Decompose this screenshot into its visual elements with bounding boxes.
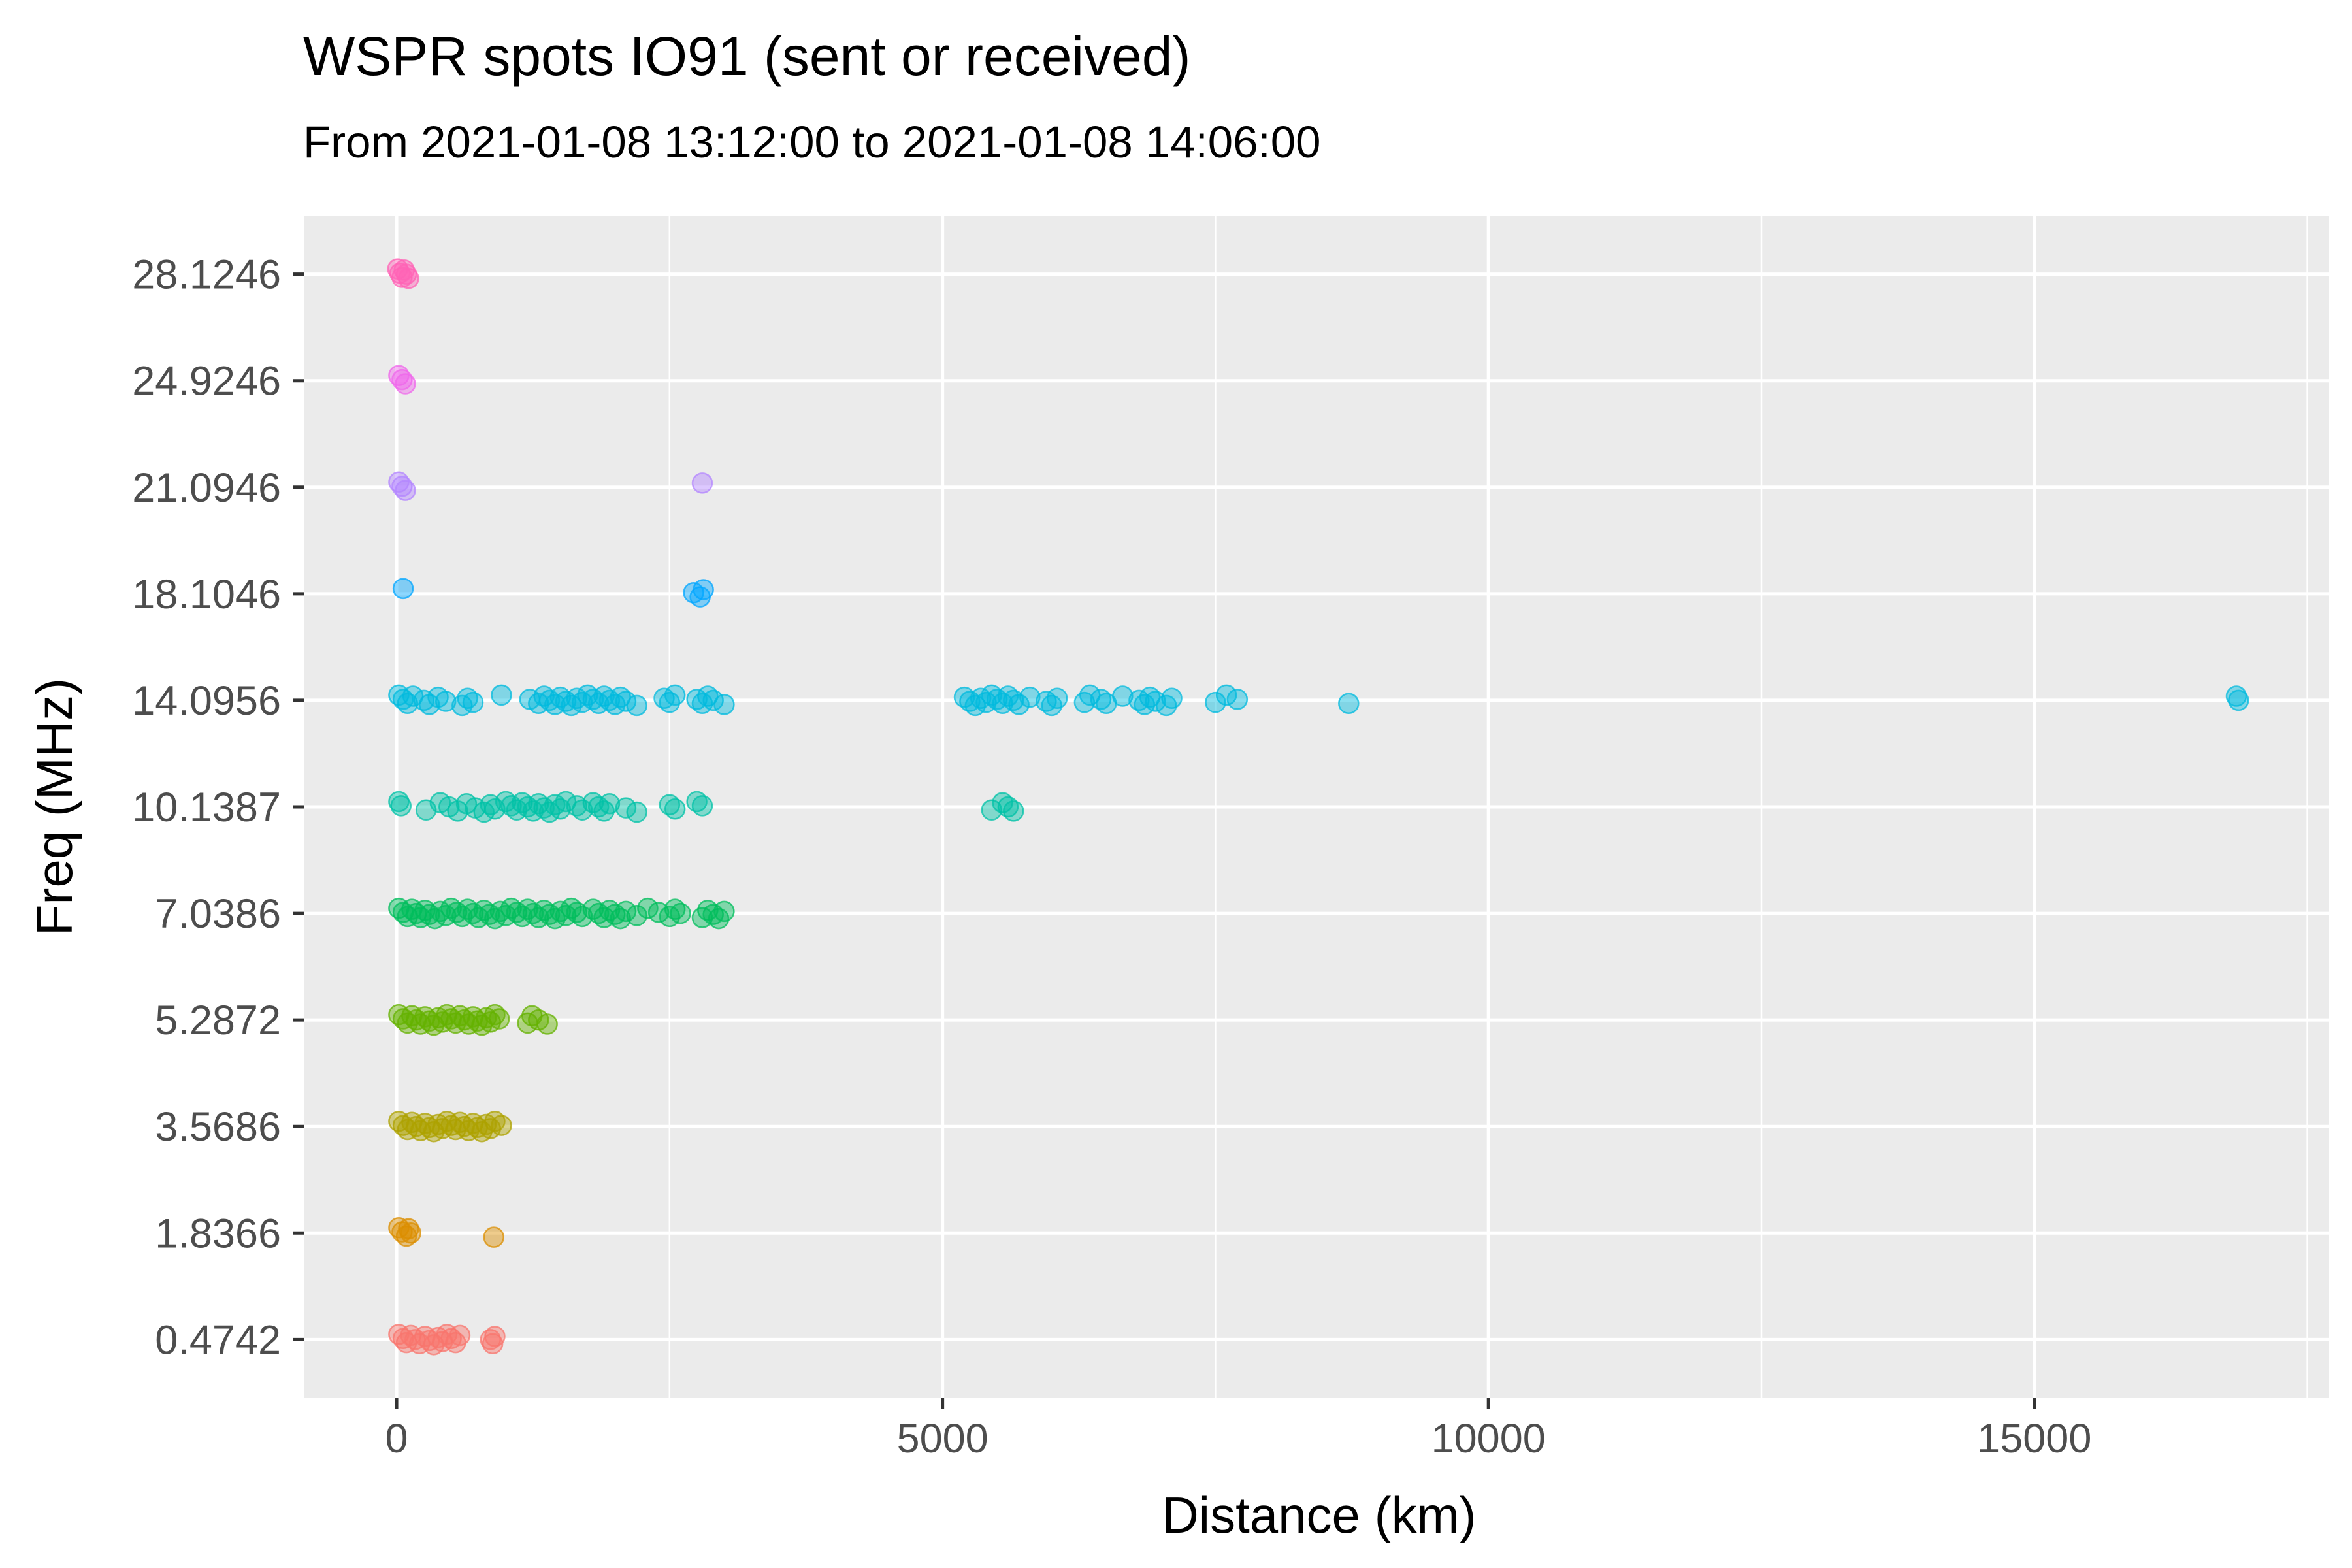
y-tick-label: 3.5686	[155, 1104, 281, 1150]
data-point	[981, 799, 1003, 821]
data-point	[626, 905, 647, 926]
x-tick-label: 15000	[1977, 1416, 2091, 1462]
data-point	[670, 902, 691, 924]
data-point	[536, 1013, 558, 1035]
y-tick-label: 7.0386	[155, 891, 281, 937]
gridlines	[304, 216, 2329, 1398]
data-point	[1046, 687, 1068, 709]
x-tick-label: 0	[385, 1416, 408, 1462]
data-point	[571, 799, 593, 821]
y-tick-label: 28.1246	[132, 252, 281, 298]
y-tick-label: 14.0956	[132, 678, 281, 724]
data-point	[395, 373, 416, 395]
data-point	[2228, 689, 2249, 711]
data-point	[400, 1222, 422, 1244]
data-point	[462, 691, 484, 713]
data-point	[615, 691, 637, 712]
data-point	[647, 902, 670, 923]
data-point	[1145, 691, 1166, 712]
data-point	[713, 900, 735, 923]
chart-subtitle: From 2021-01-08 13:12:00 to 2021-01-08 1…	[303, 117, 1321, 167]
data-point	[398, 267, 419, 289]
data-point	[615, 900, 637, 923]
data-point	[1019, 686, 1041, 708]
data-point	[571, 906, 593, 928]
data-point	[664, 798, 686, 820]
data-point	[1079, 684, 1101, 706]
data-point	[484, 798, 506, 820]
data-points	[387, 258, 2249, 1356]
y-axis-label: Freq (MHz)	[25, 678, 83, 936]
data-point	[395, 480, 416, 501]
data-point	[713, 694, 735, 715]
data-point	[392, 578, 414, 600]
x-tick-label: 10000	[1431, 1416, 1546, 1462]
data-point	[693, 579, 714, 600]
data-point	[491, 1115, 512, 1136]
data-point	[484, 1326, 506, 1347]
data-point	[1215, 684, 1237, 706]
data-point	[637, 897, 659, 919]
data-point	[488, 1008, 510, 1030]
data-point	[1161, 687, 1183, 709]
data-point	[483, 1226, 505, 1248]
data-point	[1205, 691, 1226, 713]
x-axis-label: Distance (km)	[1162, 1486, 1476, 1544]
data-point	[491, 684, 512, 706]
data-point	[435, 691, 457, 712]
data-point	[626, 801, 647, 823]
data-point	[555, 791, 577, 813]
data-point	[702, 689, 724, 711]
data-point	[1112, 685, 1134, 707]
y-tick-label: 21.0946	[132, 465, 281, 511]
data-point	[1003, 800, 1024, 822]
y-tick-label: 1.8366	[155, 1211, 281, 1256]
data-point	[598, 792, 621, 815]
data-point	[615, 797, 637, 819]
data-point	[664, 684, 686, 706]
data-point	[1226, 689, 1249, 710]
data-point	[1338, 693, 1360, 714]
y-tick-label: 24.9246	[132, 359, 281, 404]
y-tick-label: 10.1387	[132, 785, 281, 830]
x-tick-label: 5000	[897, 1416, 988, 1462]
data-point	[390, 795, 412, 817]
y-tick-label: 18.1046	[132, 572, 281, 617]
data-point	[691, 472, 713, 494]
data-point	[449, 1324, 471, 1347]
chart-title: WSPR spots IO91 (sent or received)	[303, 25, 1191, 87]
data-point	[626, 694, 647, 717]
y-tick-label: 0.4742	[155, 1317, 281, 1363]
y-tick-label: 5.2872	[155, 998, 281, 1043]
data-point	[1008, 694, 1030, 715]
axes: 0 5000 10000 15000 0.4742 1.8366 3.5686 5.2872 7…	[132, 252, 2091, 1462]
data-point	[402, 685, 424, 707]
data-point	[691, 795, 713, 817]
